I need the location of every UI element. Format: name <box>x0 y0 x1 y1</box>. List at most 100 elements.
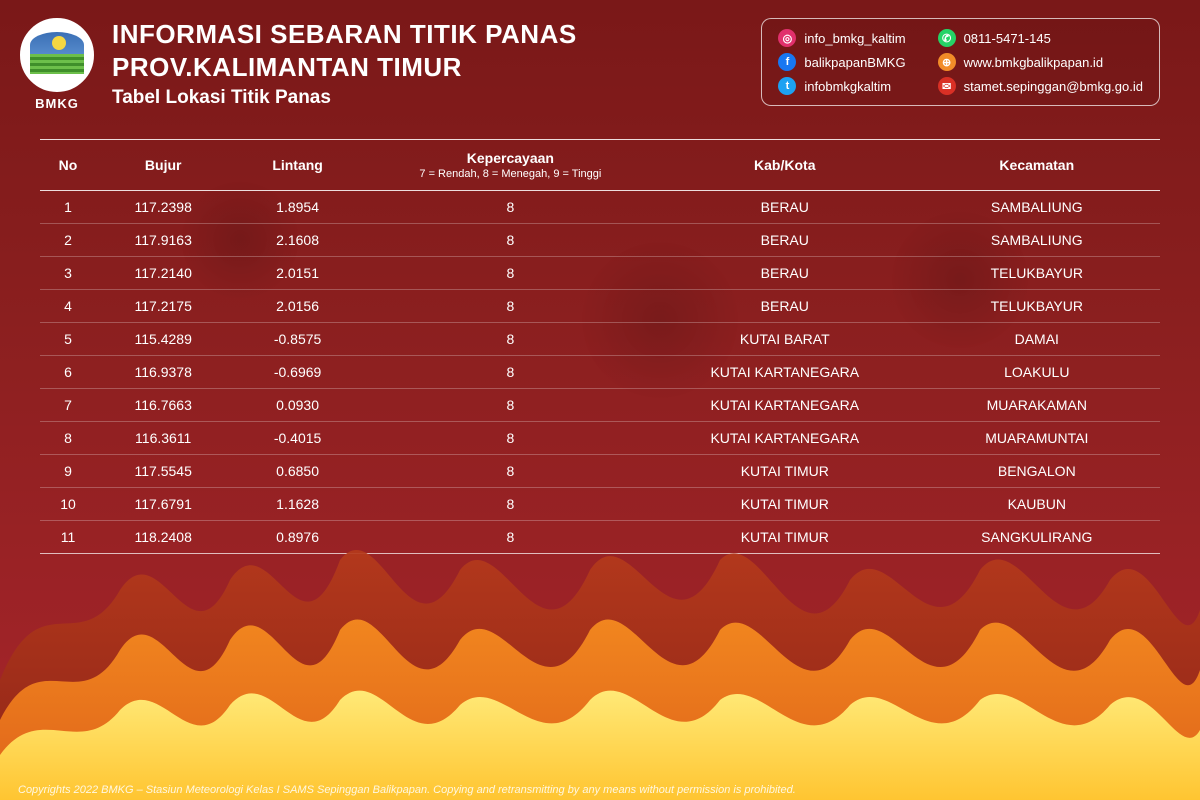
cell-lon: 118.2408 <box>96 521 230 554</box>
table-head: NoBujurLintangKepercayaan7 = Rendah, 8 =… <box>40 140 1160 191</box>
cell-no: 2 <box>40 224 96 257</box>
cell-kec: DAMAI <box>914 323 1160 356</box>
cell-kec: MUARAMUNTAI <box>914 422 1160 455</box>
cell-lat: 0.0930 <box>230 389 364 422</box>
table-row: 8116.3611-0.40158KUTAI KARTANEGARAMUARAM… <box>40 422 1160 455</box>
cell-kec: BENGALON <box>914 455 1160 488</box>
cell-conf: 8 <box>365 455 656 488</box>
email-icon: ✉ <box>938 77 956 95</box>
contact-item: ⊕ www.bmkgbalikpapan.id <box>938 53 1143 71</box>
cell-conf: 8 <box>365 521 656 554</box>
cell-lat: 0.8976 <box>230 521 364 554</box>
instagram-icon: ◎ <box>778 29 796 47</box>
cell-no: 5 <box>40 323 96 356</box>
facebook-icon: f <box>778 53 796 71</box>
cell-kec: SANGKULIRANG <box>914 521 1160 554</box>
hotspot-table: NoBujurLintangKepercayaan7 = Rendah, 8 =… <box>40 139 1160 554</box>
contact-item: ✉stamet.sepinggan@bmkg.go.id <box>938 77 1143 95</box>
cell-lat: 2.1608 <box>230 224 364 257</box>
page-title-line1: INFORMASI SEBARAN TITIK PANAS <box>112 18 577 51</box>
table-row: 5115.4289-0.85758KUTAI BARATDAMAI <box>40 323 1160 356</box>
cell-no: 4 <box>40 290 96 323</box>
cell-lon: 117.2140 <box>96 257 230 290</box>
cell-lat: -0.4015 <box>230 422 364 455</box>
cell-kab: KUTAI BARAT <box>656 323 914 356</box>
contact-item: fbalikpapanBMKG <box>778 53 905 71</box>
page-title-line2: PROV.KALIMANTAN TIMUR <box>112 51 577 84</box>
cell-kab: BERAU <box>656 257 914 290</box>
cell-no: 11 <box>40 521 96 554</box>
table-row: 3117.21402.01518BERAUTELUKBAYUR <box>40 257 1160 290</box>
page-subtitle: Tabel Lokasi Titik Panas <box>112 87 577 109</box>
cell-kab: KUTAI TIMUR <box>656 521 914 554</box>
hotspot-table-wrap: NoBujurLintangKepercayaan7 = Rendah, 8 =… <box>40 139 1160 554</box>
table-row: 7116.76630.09308KUTAI KARTANEGARAMUARAKA… <box>40 389 1160 422</box>
cell-kab: KUTAI KARTANEGARA <box>656 389 914 422</box>
cell-kab: BERAU <box>656 290 914 323</box>
cell-conf: 8 <box>365 323 656 356</box>
cell-lat: 2.0156 <box>230 290 364 323</box>
cell-lon: 116.3611 <box>96 422 230 455</box>
cell-conf: 8 <box>365 422 656 455</box>
col-header-lat: Lintang <box>230 140 364 191</box>
table-row: 9117.55450.68508KUTAI TIMURBENGALON <box>40 455 1160 488</box>
table-row: 10117.67911.16288KUTAI TIMURKAUBUN <box>40 488 1160 521</box>
cell-no: 7 <box>40 389 96 422</box>
whatsapp-icon: ✆ <box>938 29 956 47</box>
table-row: 6116.9378-0.69698KUTAI KARTANEGARALOAKUL… <box>40 356 1160 389</box>
table-row: 2117.91632.16088BERAUSAMBALIUNG <box>40 224 1160 257</box>
cell-kec: MUARAKAMAN <box>914 389 1160 422</box>
logo-label: BMKG <box>20 96 94 111</box>
cell-no: 10 <box>40 488 96 521</box>
contact-label: 0811-5471-145 <box>964 31 1051 46</box>
cell-lat: 0.6850 <box>230 455 364 488</box>
bmkg-logo-icon <box>20 18 94 92</box>
table-row: 1117.23981.89548BERAUSAMBALIUNG <box>40 191 1160 224</box>
col-header-kec: Kecamatan <box>914 140 1160 191</box>
col-header-no: No <box>40 140 96 191</box>
cell-no: 3 <box>40 257 96 290</box>
cell-lon: 117.2398 <box>96 191 230 224</box>
cell-conf: 8 <box>365 224 656 257</box>
cell-kec: TELUKBAYUR <box>914 290 1160 323</box>
cell-lon: 116.7663 <box>96 389 230 422</box>
contact-label: infobmkgkaltim <box>804 79 891 94</box>
cell-lat: 2.0151 <box>230 257 364 290</box>
cell-lon: 115.4289 <box>96 323 230 356</box>
footer-copyright: Copyrights 2022 BMKG – Stasiun Meteorolo… <box>0 784 1200 796</box>
cell-no: 6 <box>40 356 96 389</box>
cell-conf: 8 <box>365 488 656 521</box>
header-left: BMKG INFORMASI SEBARAN TITIK PANAS PROV.… <box>20 18 577 111</box>
cell-lon: 117.5545 <box>96 455 230 488</box>
cell-kab: BERAU <box>656 224 914 257</box>
col-header-lon: Bujur <box>96 140 230 191</box>
cell-no: 1 <box>40 191 96 224</box>
cell-kab: KUTAI TIMUR <box>656 455 914 488</box>
cell-lon: 117.9163 <box>96 224 230 257</box>
cell-kec: TELUKBAYUR <box>914 257 1160 290</box>
cell-lat: -0.8575 <box>230 323 364 356</box>
contact-label: www.bmkgbalikpapan.id <box>964 55 1103 70</box>
contact-item: tinfobmkgkaltim <box>778 77 905 95</box>
cell-kab: KUTAI KARTANEGARA <box>656 422 914 455</box>
cell-kab: KUTAI TIMUR <box>656 488 914 521</box>
table-row: 4117.21752.01568BERAUTELUKBAYUR <box>40 290 1160 323</box>
cell-conf: 8 <box>365 191 656 224</box>
cell-conf: 8 <box>365 257 656 290</box>
table-row: 11118.24080.89768KUTAI TIMURSANGKULIRANG <box>40 521 1160 554</box>
web-icon: ⊕ <box>938 53 956 71</box>
col-header-kab: Kab/Kota <box>656 140 914 191</box>
contact-box: ◎ info_bmkg_kaltim ✆ 0811-5471-145 fbalikpap… <box>761 18 1160 106</box>
header: BMKG INFORMASI SEBARAN TITIK PANAS PROV.… <box>0 0 1200 121</box>
cell-kec: SAMBALIUNG <box>914 224 1160 257</box>
contact-label: info_bmkg_kaltim <box>804 31 905 46</box>
contact-item: ◎ info_bmkg_kaltim <box>778 29 905 47</box>
logo-block: BMKG <box>20 18 94 111</box>
cell-lon: 116.9378 <box>96 356 230 389</box>
cell-conf: 8 <box>365 389 656 422</box>
contact-item: ✆ 0811-5471-145 <box>938 29 1143 47</box>
cell-lat: 1.8954 <box>230 191 364 224</box>
cell-conf: 8 <box>365 356 656 389</box>
cell-kec: LOAKULU <box>914 356 1160 389</box>
cell-no: 9 <box>40 455 96 488</box>
